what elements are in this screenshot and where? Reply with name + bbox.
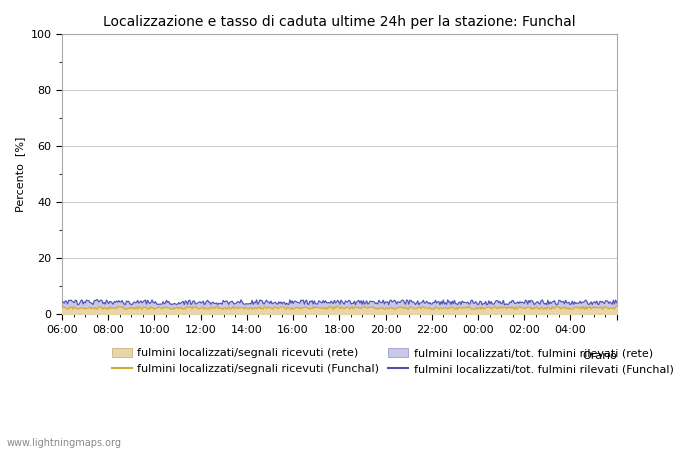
Y-axis label: Percento  [%]: Percento [%] — [15, 137, 25, 212]
Legend: fulmini localizzati/segnali ricevuti (rete), fulmini localizzati/segnali ricevut: fulmini localizzati/segnali ricevuti (re… — [112, 348, 674, 374]
Text: www.lightningmaps.org: www.lightningmaps.org — [7, 438, 122, 448]
Title: Localizzazione e tasso di caduta ultime 24h per la stazione: Funchal: Localizzazione e tasso di caduta ultime … — [103, 15, 575, 29]
Text: Orario: Orario — [582, 351, 617, 361]
